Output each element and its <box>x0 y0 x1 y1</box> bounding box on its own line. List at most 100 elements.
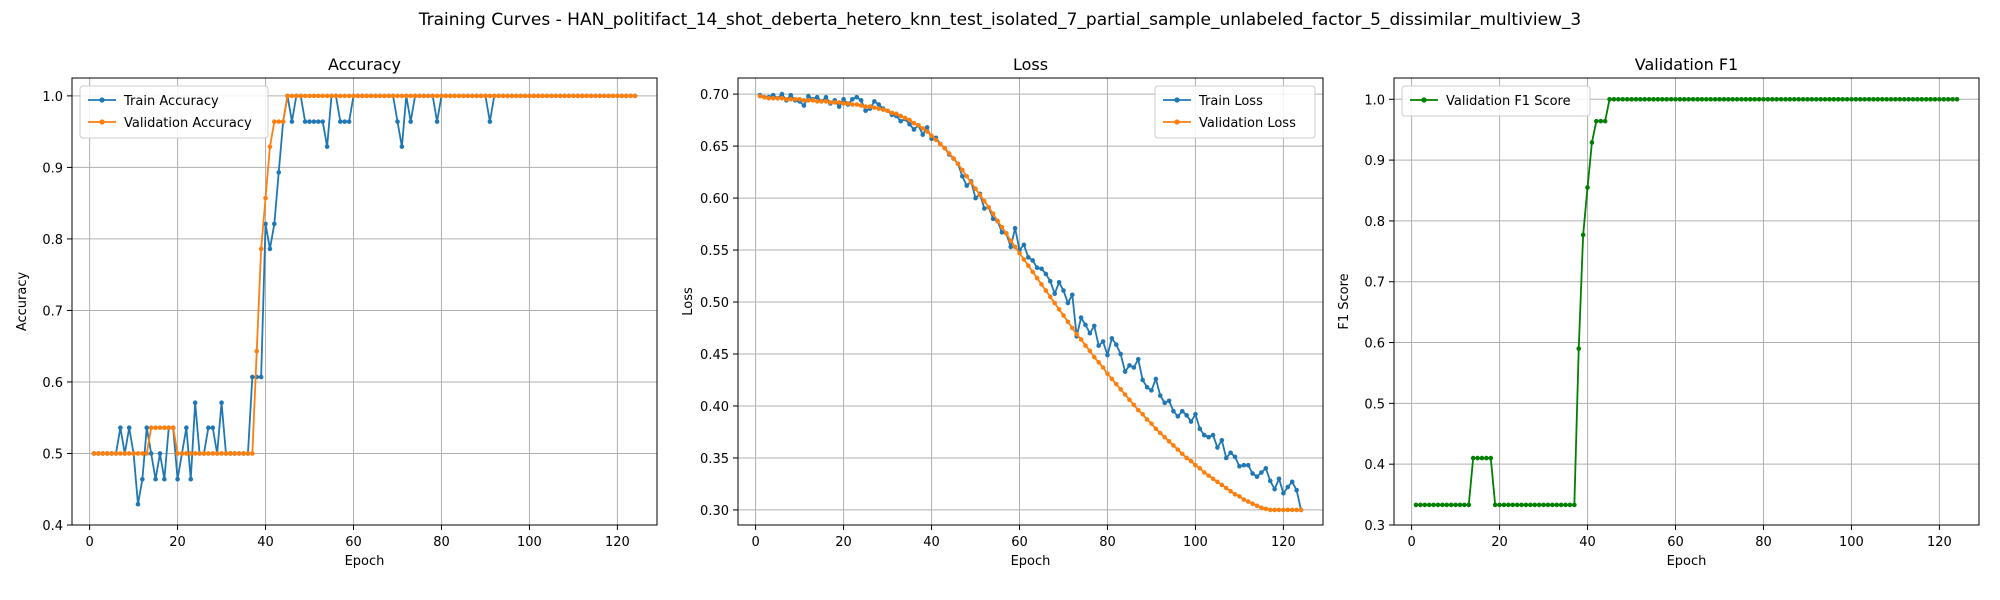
data-point <box>1506 502 1511 508</box>
data-point <box>1572 502 1577 508</box>
data-point <box>126 451 132 456</box>
data-point <box>854 102 860 107</box>
data-point <box>1813 96 1819 102</box>
data-point <box>342 119 348 124</box>
data-point <box>1488 455 1494 461</box>
data-point <box>263 221 268 227</box>
data-point <box>1276 507 1282 513</box>
data-point <box>175 451 180 456</box>
data-point <box>179 451 185 456</box>
data-point <box>1950 96 1955 102</box>
data-point <box>118 425 123 431</box>
data-point <box>1175 447 1181 452</box>
data-point <box>1879 96 1885 102</box>
data-point <box>1734 96 1740 102</box>
data-point <box>478 93 484 99</box>
data-point <box>1272 507 1277 513</box>
data-point <box>1708 96 1713 102</box>
data-point <box>289 119 295 124</box>
data-point <box>1047 278 1053 284</box>
data-point <box>1008 244 1014 250</box>
legend-label: Validation F1 Score <box>1446 94 1571 109</box>
data-point <box>1087 330 1093 336</box>
data-point <box>610 93 616 99</box>
data-point <box>946 151 952 156</box>
data-point <box>320 119 326 124</box>
data-point <box>140 476 145 482</box>
data-point <box>1523 502 1529 508</box>
data-point <box>214 451 220 456</box>
data-point <box>1144 417 1150 422</box>
data-point <box>1818 96 1823 102</box>
data-point <box>1928 96 1933 102</box>
data-point <box>1250 501 1255 506</box>
legend: Train Accuracy Validation Accuracy <box>79 85 269 139</box>
data-point <box>986 205 992 210</box>
legend-label: Validation Loss <box>1199 116 1296 131</box>
data-point <box>1541 502 1546 508</box>
data-point <box>505 93 510 99</box>
data-point <box>1849 96 1854 102</box>
data-point <box>1166 398 1172 404</box>
data-point <box>144 451 150 456</box>
data-point <box>245 451 251 456</box>
data-point <box>1585 185 1590 190</box>
data-point <box>311 93 317 99</box>
data-point <box>1651 96 1656 102</box>
y-tick-label: 0.7 <box>1364 276 1385 291</box>
data-point <box>1149 388 1154 393</box>
data-point <box>836 100 842 105</box>
data-point <box>1875 96 1881 102</box>
data-point <box>1043 271 1049 277</box>
data-point <box>170 425 176 431</box>
y-tick-label: 0.4 <box>1364 458 1385 473</box>
data-point <box>298 93 304 99</box>
data-point <box>801 98 807 103</box>
data-point <box>982 198 987 204</box>
data-point <box>1690 96 1696 102</box>
data-point <box>272 119 277 124</box>
data-point <box>1638 96 1643 102</box>
grid-lines <box>738 78 1323 525</box>
data-point <box>434 93 440 99</box>
data-point <box>491 93 497 99</box>
data-point <box>1418 502 1423 508</box>
data-point <box>1668 96 1674 102</box>
data-point <box>355 93 361 99</box>
legend-label: Train Loss <box>1198 94 1263 109</box>
data-point <box>496 93 501 99</box>
data-point <box>302 119 308 124</box>
data-point <box>1545 502 1551 508</box>
data-point <box>285 93 290 99</box>
data-point <box>1157 393 1163 398</box>
data-point <box>386 93 391 99</box>
data-point <box>973 195 978 201</box>
data-point <box>1285 484 1291 490</box>
data-point <box>584 93 589 99</box>
data-point <box>894 111 899 117</box>
data-point <box>1083 343 1088 348</box>
data-point <box>806 93 811 99</box>
data-point <box>1945 96 1951 102</box>
data-point <box>1831 96 1837 102</box>
chart-panel-2: 0 20 40 60 80 100 120 0.3 0.4 0.5 0.6 0.7 0.8 0.9 1.0 V… <box>1337 55 1980 569</box>
data-point <box>346 93 352 99</box>
data-point <box>289 93 295 99</box>
data-point <box>267 246 273 252</box>
data-point <box>1835 96 1841 102</box>
data-point <box>1840 96 1845 102</box>
x-tick-label: 0 <box>751 535 759 550</box>
data-point <box>1862 96 1867 102</box>
data-point <box>1052 291 1057 297</box>
data-point <box>1866 96 1872 102</box>
data-point <box>1197 466 1203 471</box>
data-point <box>483 93 488 99</box>
data-point <box>964 183 970 188</box>
data-point <box>210 425 216 431</box>
data-point <box>509 93 515 99</box>
legend-label: Validation Accuracy <box>124 116 252 131</box>
data-point <box>338 119 343 124</box>
data-point <box>1853 96 1859 102</box>
data-point <box>1232 492 1238 497</box>
plot-frame <box>1393 77 1980 526</box>
